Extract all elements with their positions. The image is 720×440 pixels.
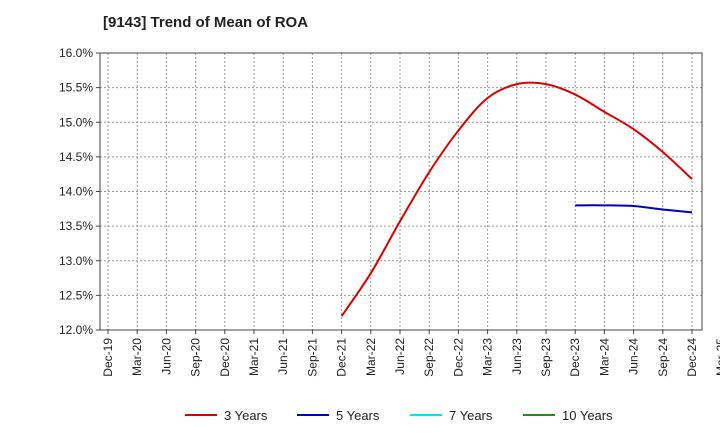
x-tick-label: Mar-24 [597, 338, 611, 376]
x-tick-label: Sep-22 [422, 338, 436, 377]
x-tick-label: Dec-19 [101, 338, 115, 377]
x-tick-label: Mar-23 [481, 338, 495, 376]
x-tick-label: Dec-23 [568, 338, 582, 377]
y-tick-label: 16.0% [59, 46, 93, 60]
y-tick-label: 14.5% [59, 150, 93, 164]
x-tick-label: Dec-24 [685, 338, 699, 377]
y-tick-label: 14.0% [59, 185, 93, 199]
y-axis: 12.0% 12.5% 13.0% 13.5% 14.0% 14.5% 15.0% 15.5%… [59, 46, 100, 337]
y-tick-label: 13.0% [59, 254, 93, 268]
x-tick-label: Jun-24 [627, 338, 641, 375]
grid-lines [100, 53, 702, 330]
legend-label-10-years: 10 Years [562, 408, 613, 423]
legend: 3 Years 5 Years 7 Years 10 Years [185, 408, 613, 423]
x-tick-label: Dec-20 [218, 338, 232, 377]
x-axis: Dec-19 Mar-20 Jun-20 Sep-20 Dec-20 Mar-21 Jun-… [101, 330, 720, 377]
x-tick-label: Mar-20 [130, 338, 144, 376]
x-tick-label: Mar-22 [364, 338, 378, 376]
x-tick-label: Mar-25 [714, 338, 720, 376]
legend-label-3-years: 3 Years [224, 408, 268, 423]
legend-label-5-years: 5 Years [336, 408, 380, 423]
series-line-5-years [575, 204, 693, 214]
x-tick-label: Dec-22 [451, 338, 465, 377]
series-line-3-years [340, 81, 693, 317]
x-tick-label: Dec-21 [335, 338, 349, 377]
x-tick-label: Jun-23 [510, 338, 524, 375]
x-tick-label: Sep-23 [539, 338, 553, 377]
x-tick-label: Mar-21 [247, 338, 261, 376]
y-tick-label: 15.5% [59, 81, 93, 95]
y-tick-label: 12.5% [59, 288, 93, 302]
y-tick-label: 13.5% [59, 219, 93, 233]
y-tick-label: 15.0% [59, 115, 93, 129]
chart-title: [9143] Trend of Mean of ROA [103, 14, 309, 31]
x-tick-label: Jun-22 [393, 338, 407, 375]
legend-label-7-years: 7 Years [449, 408, 493, 423]
x-tick-label: Sep-21 [305, 338, 319, 377]
x-tick-label: Sep-20 [189, 338, 203, 377]
series-lines [340, 81, 693, 317]
x-tick-label: Sep-24 [656, 338, 670, 377]
y-tick-label: 12.0% [59, 323, 93, 337]
x-tick-label: Jun-21 [276, 338, 290, 375]
x-tick-label: Jun-20 [159, 338, 173, 375]
